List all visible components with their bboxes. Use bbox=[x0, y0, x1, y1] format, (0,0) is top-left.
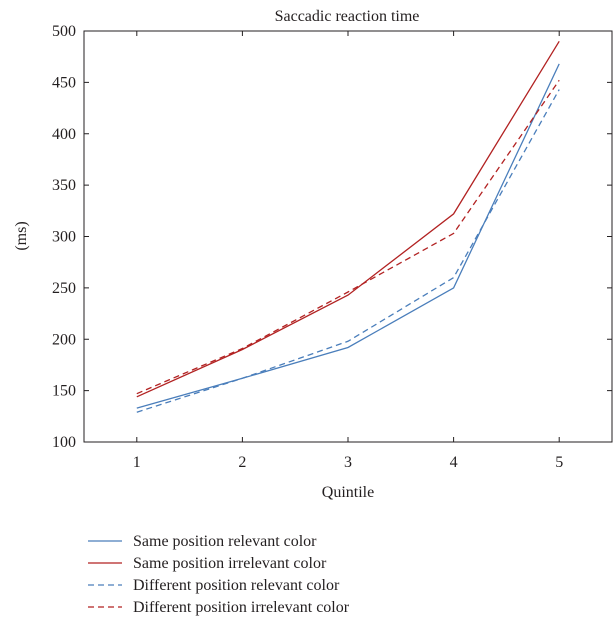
legend-label: Different position irrelevant color bbox=[133, 599, 350, 616]
y-axis-label: (ms) bbox=[13, 221, 30, 250]
x-tick-label: 2 bbox=[238, 454, 246, 471]
y-tick-label: 200 bbox=[52, 331, 76, 348]
y-tick-label: 100 bbox=[52, 434, 76, 451]
y-tick-label: 250 bbox=[52, 280, 76, 297]
x-axis: 1 2 3 4 5 bbox=[133, 31, 563, 471]
x-tick-label: 3 bbox=[344, 454, 352, 471]
legend-label: Different position relevant color bbox=[133, 577, 340, 594]
y-tick-label: 400 bbox=[52, 126, 76, 143]
y-tick-label: 300 bbox=[52, 229, 76, 246]
y-tick-label: 150 bbox=[52, 383, 76, 400]
y-tick-label: 500 bbox=[52, 23, 76, 40]
series-line-1 bbox=[136, 63, 560, 409]
y-axis: 100 150 200 250 300 350 400 450 500 bbox=[52, 23, 612, 451]
series-line-3 bbox=[136, 89, 560, 413]
y-tick-label: 450 bbox=[52, 74, 76, 91]
series-lines bbox=[136, 40, 560, 413]
legend-label: Same position irrelevant color bbox=[133, 555, 327, 572]
x-axis-label: Quintile bbox=[322, 484, 374, 501]
legend: Same position relevant color Same positio… bbox=[88, 533, 350, 616]
plot-frame bbox=[83, 30, 613, 443]
y-tick-label: 350 bbox=[52, 177, 76, 194]
x-tick-label: 5 bbox=[555, 454, 563, 471]
series-line-2 bbox=[136, 40, 560, 398]
x-tick-label: 1 bbox=[133, 454, 141, 471]
series-line-4 bbox=[136, 79, 560, 395]
legend-label: Same position relevant color bbox=[133, 533, 317, 550]
chart-title: Saccadic reaction time bbox=[275, 8, 420, 25]
x-tick-label: 4 bbox=[450, 454, 458, 471]
